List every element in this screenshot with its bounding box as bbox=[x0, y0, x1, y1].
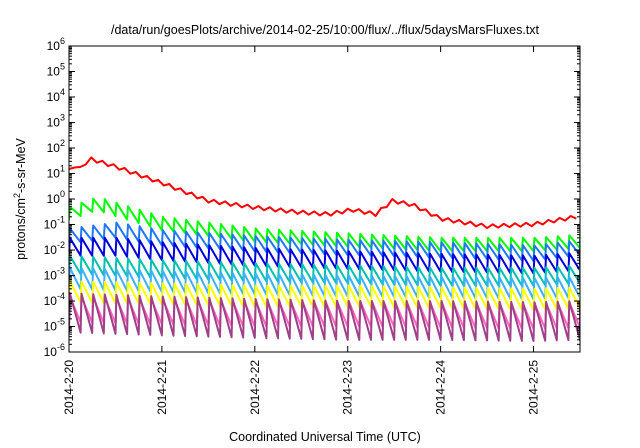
x-tick-label: 2014-2-24 bbox=[434, 360, 448, 415]
y-axis-label: protons/cm2-s-sr-MeV bbox=[12, 137, 28, 259]
x-axis-label: Coordinated Universal Time (UTC) bbox=[229, 430, 421, 444]
y-tick-label: 103 bbox=[47, 113, 65, 130]
series-layer bbox=[69, 156, 580, 342]
x-tick-label: 2014-2-23 bbox=[341, 360, 355, 415]
y-tick-label: 10-6 bbox=[44, 342, 65, 359]
chart-title: /data/run/goesPlots/archive/2014-02-25/1… bbox=[111, 23, 540, 37]
y-tick-label: 100 bbox=[47, 189, 65, 206]
series-line bbox=[69, 156, 577, 230]
y-axis-label-superscript: 2 bbox=[12, 193, 22, 198]
x-tick-label: 2014-2-21 bbox=[155, 360, 169, 415]
y-tick-label: 10-2 bbox=[44, 240, 65, 257]
y-tick-label: 106 bbox=[47, 36, 65, 53]
y-tick-label: 10-5 bbox=[44, 317, 65, 334]
series-line bbox=[69, 292, 580, 342]
x-tick-label: 2014-2-25 bbox=[527, 360, 541, 415]
y-axis: 10-6 10-5 10-4 10-3 10-2 10-1 100 101 102 103 104 1… bbox=[44, 36, 580, 359]
y-axis-label-tail: -s-sr-MeV bbox=[14, 137, 28, 193]
y-tick-label: 105 bbox=[47, 62, 65, 79]
y-axis-label-main: protons/cm bbox=[14, 198, 28, 260]
y-tick-label: 104 bbox=[47, 87, 65, 104]
x-axis: 2014-2-20 2014-2-21 2014-2-22 2014-2-23 2014… bbox=[62, 46, 541, 415]
x-tick-label: 2014-2-20 bbox=[62, 360, 76, 415]
x-tick-label: 2014-2-22 bbox=[248, 360, 262, 415]
y-tick-label: 10-1 bbox=[44, 215, 65, 232]
y-tick-label: 10-3 bbox=[44, 266, 65, 283]
y-tick-label: 102 bbox=[47, 138, 65, 155]
y-tick-label: 101 bbox=[47, 164, 65, 181]
y-tick-label: 10-4 bbox=[44, 291, 65, 308]
